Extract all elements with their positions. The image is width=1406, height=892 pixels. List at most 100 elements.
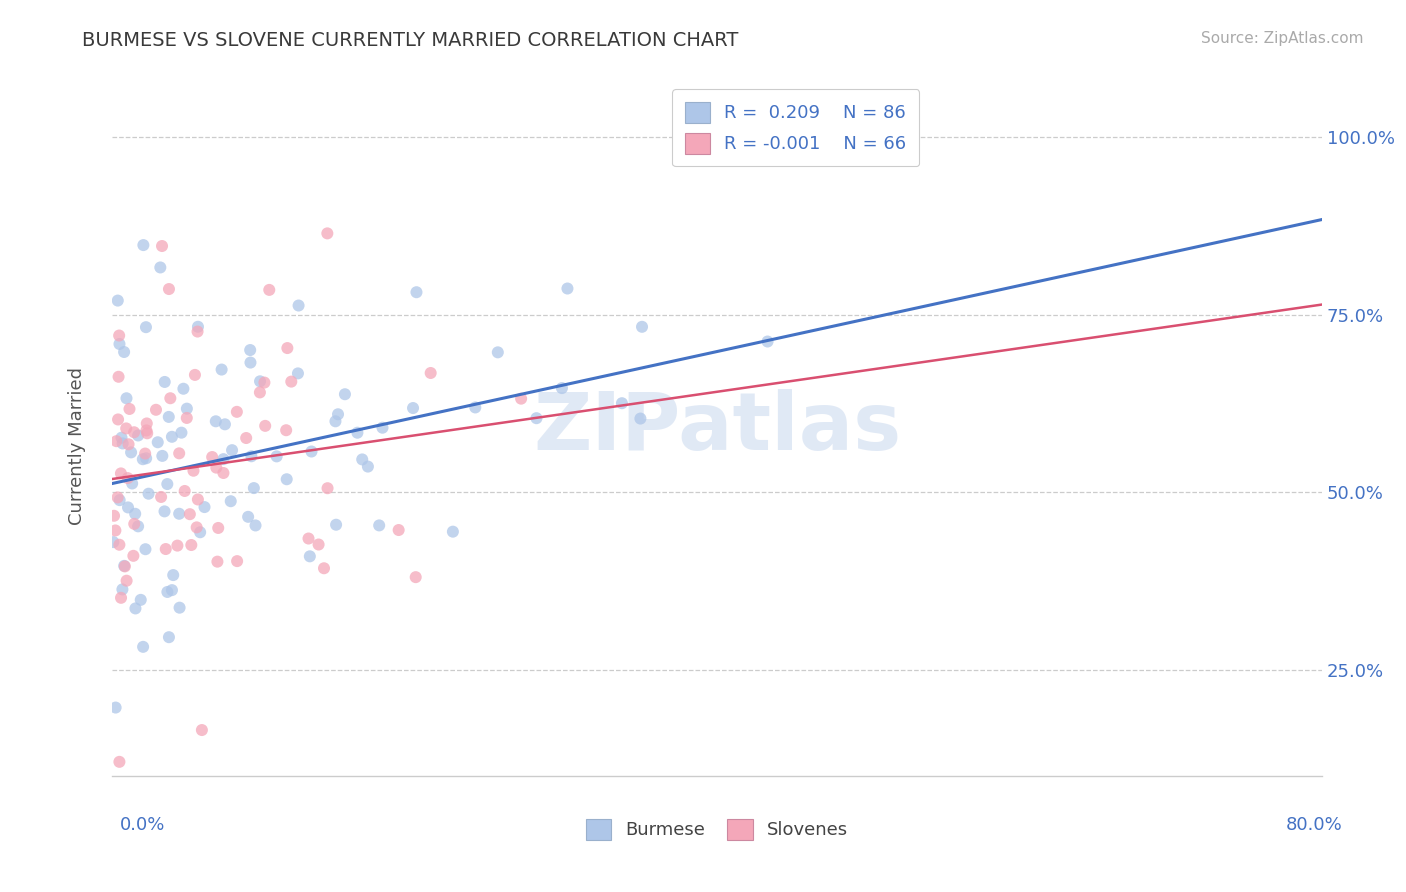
Point [243, 481, 266, 495]
Point [111, 582, 134, 597]
Point [107, 412, 129, 426]
Point [183, 464, 205, 478]
Text: 80.0%: 80.0% [1286, 816, 1343, 834]
Point [111, 436, 134, 450]
Point [135, 417, 157, 431]
Point [225, 405, 247, 419]
Point [156, 477, 179, 491]
Point [138, 486, 160, 500]
Point [212, 452, 235, 467]
Point [108, 337, 131, 351]
Point [132, 452, 155, 467]
Point [150, 490, 173, 504]
Point [214, 417, 236, 432]
Point [184, 368, 207, 382]
Point [153, 504, 176, 518]
Point [127, 428, 149, 442]
Point [187, 319, 209, 334]
Point [157, 409, 180, 424]
Point [186, 520, 208, 534]
Point [239, 355, 262, 369]
Point [150, 239, 173, 253]
Point [156, 585, 179, 599]
Point [121, 476, 143, 491]
Point [357, 459, 380, 474]
Point [188, 525, 211, 540]
Point [173, 483, 195, 498]
Point [146, 435, 169, 450]
Point [239, 343, 262, 357]
Point [526, 411, 548, 425]
Point [132, 640, 155, 654]
Point [110, 431, 132, 445]
Point [104, 524, 127, 538]
Point [280, 375, 302, 389]
Point [249, 385, 271, 400]
Point [486, 345, 509, 359]
Point [169, 600, 191, 615]
Text: Currently Married: Currently Married [69, 367, 86, 525]
Point [135, 424, 157, 438]
Point [254, 418, 277, 433]
Point [108, 755, 131, 769]
Point [297, 532, 319, 546]
Point [204, 414, 226, 428]
Point [149, 260, 172, 275]
Point [298, 549, 321, 564]
Point [103, 535, 125, 549]
Point [160, 583, 183, 598]
Point [153, 375, 176, 389]
Point [346, 425, 368, 440]
Point [259, 283, 281, 297]
Point [122, 516, 145, 531]
Point [756, 334, 779, 349]
Point [388, 523, 411, 537]
Point [117, 471, 139, 485]
Point [180, 538, 202, 552]
Point [245, 518, 267, 533]
Point [134, 542, 156, 557]
Point [308, 537, 330, 551]
Point [162, 568, 184, 582]
Point [191, 723, 214, 737]
Point [235, 431, 257, 445]
Point [312, 561, 335, 575]
Point [333, 387, 356, 401]
Point [157, 630, 180, 644]
Point [170, 425, 193, 440]
Point [551, 381, 574, 395]
Point [236, 509, 259, 524]
Point [110, 467, 132, 481]
Legend: Burmese, Slovenes: Burmese, Slovenes [579, 812, 855, 847]
Point [240, 449, 263, 463]
Point [155, 542, 177, 557]
Point [108, 328, 131, 343]
Point [134, 446, 156, 460]
Point [207, 521, 229, 535]
Point [249, 374, 271, 388]
Point [115, 421, 138, 435]
Point [325, 517, 347, 532]
Point [211, 362, 233, 376]
Point [402, 401, 425, 415]
Point [127, 519, 149, 533]
Point [120, 445, 142, 459]
Point [135, 451, 157, 466]
Point [287, 299, 309, 313]
Point [136, 426, 159, 441]
Point [226, 554, 249, 568]
Point [207, 555, 229, 569]
Point [186, 325, 208, 339]
Point [610, 396, 633, 410]
Point [103, 508, 125, 523]
Point [628, 411, 651, 425]
Point [172, 382, 194, 396]
Point [405, 570, 427, 584]
Point [104, 700, 127, 714]
Point [557, 281, 579, 295]
Point [201, 450, 224, 464]
Point [150, 449, 173, 463]
Point [117, 500, 139, 515]
Point [157, 282, 180, 296]
Point [124, 601, 146, 615]
